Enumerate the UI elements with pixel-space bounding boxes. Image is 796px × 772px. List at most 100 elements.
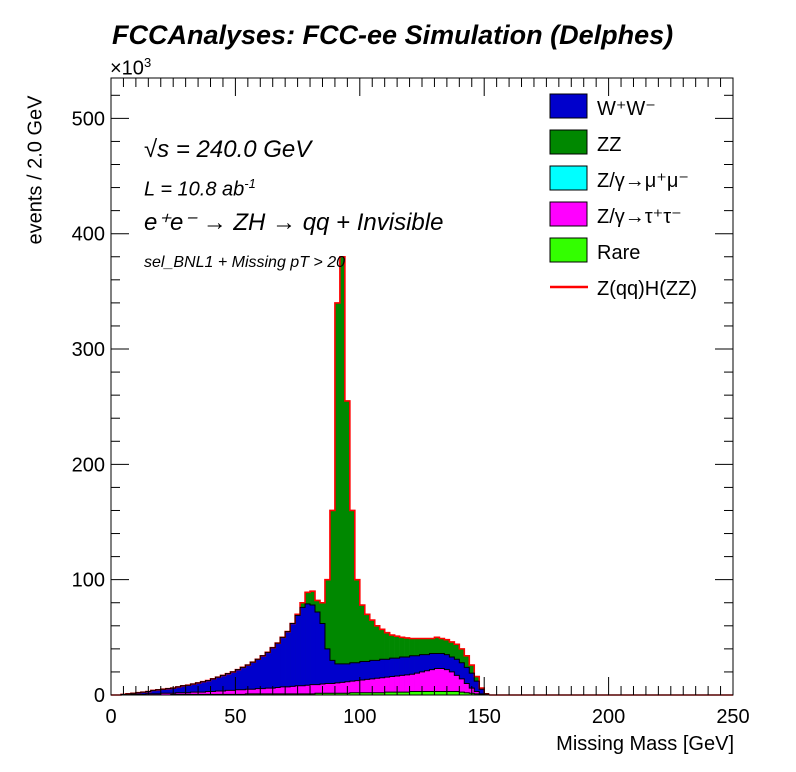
legend-swatch-zmumu xyxy=(549,165,588,191)
ww-bin xyxy=(310,605,316,695)
ww-bin xyxy=(464,667,470,695)
ztautau-bin xyxy=(300,685,306,695)
rare-bin xyxy=(404,692,410,695)
stack-outline xyxy=(111,667,490,696)
ww-bin xyxy=(319,623,326,695)
ww-bin xyxy=(255,659,261,695)
ztautau-bin xyxy=(474,691,480,695)
ztautau-bin xyxy=(364,679,371,695)
ztautau-bin xyxy=(399,675,405,695)
legend-swatch-ztautau xyxy=(549,201,588,227)
rare-bin xyxy=(439,691,445,695)
ztautau-bin xyxy=(449,671,455,695)
ztautau-bin xyxy=(359,680,366,695)
ww-bin xyxy=(285,631,291,695)
ztautau-bin xyxy=(215,690,221,695)
ztautau-bin xyxy=(324,683,331,695)
ww-bin xyxy=(260,655,266,695)
ww-bin xyxy=(270,647,276,695)
x-axis-label: Missing Mass [GeV] xyxy=(556,733,734,755)
rare-bin xyxy=(449,691,455,695)
ww-bin xyxy=(364,661,371,695)
ww-bin xyxy=(200,681,206,695)
ztautau-bin xyxy=(190,692,196,695)
ztautau-bin xyxy=(160,693,167,695)
zz-bin xyxy=(344,400,351,695)
ztautau-bin xyxy=(339,682,346,695)
ww-bin xyxy=(240,667,246,695)
rare-bin xyxy=(429,691,435,695)
rare-bin xyxy=(379,692,385,695)
ztautau-bin xyxy=(175,692,181,695)
ww-bin xyxy=(150,690,157,695)
zz-bin xyxy=(339,256,346,695)
ww-bin xyxy=(165,688,172,695)
zz-bin xyxy=(359,605,366,695)
legend: W⁺W⁻ ZZ Z/γ→μ⁺μ⁻ Z/γ→τ⁺τ⁻ Rare Z(qq)H(ZZ) xyxy=(549,93,697,300)
ztautau-bin xyxy=(389,676,395,695)
rare-bin xyxy=(389,692,395,695)
legend-label-zz: ZZ xyxy=(597,134,621,156)
process-annotation: e⁺e⁻ → ZH → qq + Invisible xyxy=(144,209,444,236)
ztautau-bin xyxy=(250,689,256,695)
legend-swatch-ww xyxy=(549,93,588,119)
ww-bin xyxy=(479,689,485,695)
ztautau-bin xyxy=(409,674,415,695)
rare-bin xyxy=(359,692,366,695)
ww-bin xyxy=(295,615,301,695)
rare-bin xyxy=(334,693,341,695)
luminosity-annotation: L = 10.8 ab-1 xyxy=(144,176,256,201)
ww-bin xyxy=(474,681,480,695)
rare-bin xyxy=(459,692,465,695)
ztautau-bin xyxy=(150,693,157,695)
ww-bin xyxy=(354,662,361,695)
ztautau-bin xyxy=(349,681,356,695)
y-tick-label: 500 xyxy=(72,108,105,130)
ww-bin xyxy=(160,689,167,695)
rare-bin xyxy=(280,693,286,695)
ztautau-bin xyxy=(459,678,465,695)
ztautau-bin xyxy=(285,686,291,695)
rare-bin xyxy=(474,693,480,695)
legend-label-signal: Z(qq)H(ZZ) xyxy=(597,278,697,300)
ww-bin xyxy=(359,661,366,695)
ztautau-bin xyxy=(180,692,186,695)
ztautau-bin xyxy=(374,678,381,695)
histogram-stack xyxy=(111,255,733,696)
ztautau-bin xyxy=(255,688,261,695)
legend-label-zmumu: Z/γ→μ⁺μ⁻ xyxy=(597,170,689,192)
ztautau-bin xyxy=(305,685,311,695)
ww-bin xyxy=(349,662,356,695)
ztautau-bin xyxy=(439,668,445,695)
ztautau-bin xyxy=(315,684,321,695)
rare-bin xyxy=(310,693,316,695)
x-tick-label: 0 xyxy=(105,706,116,728)
ww-bin xyxy=(280,637,286,695)
y-tick-label: 0 xyxy=(94,685,105,707)
legend-swatch-rare xyxy=(549,237,588,263)
ztautau-bin xyxy=(205,691,211,695)
ztautau-bin xyxy=(414,673,420,695)
ww-bin xyxy=(175,686,181,695)
y-tick-label: 200 xyxy=(72,454,105,476)
x-tick-label: 200 xyxy=(592,706,625,728)
rare-bin xyxy=(324,693,331,695)
y-tick-label: 400 xyxy=(72,224,105,246)
ww-bin xyxy=(185,685,191,695)
rare-bin xyxy=(339,693,346,695)
ww-bin xyxy=(469,673,475,695)
ww-bin xyxy=(265,652,271,695)
rare-bin xyxy=(409,691,415,695)
ww-bin xyxy=(140,692,147,695)
zz-bin xyxy=(349,510,356,695)
rare-bin xyxy=(255,693,261,695)
rare-bin xyxy=(464,692,470,695)
stack-outline xyxy=(111,691,490,696)
ww-bin xyxy=(220,675,226,695)
ztautau-bin xyxy=(200,692,206,695)
rare-bin xyxy=(384,692,390,695)
energy-annotation: √s = 240.0 GeV xyxy=(144,136,312,163)
ww-bin xyxy=(379,659,385,695)
rare-bin xyxy=(285,693,291,695)
